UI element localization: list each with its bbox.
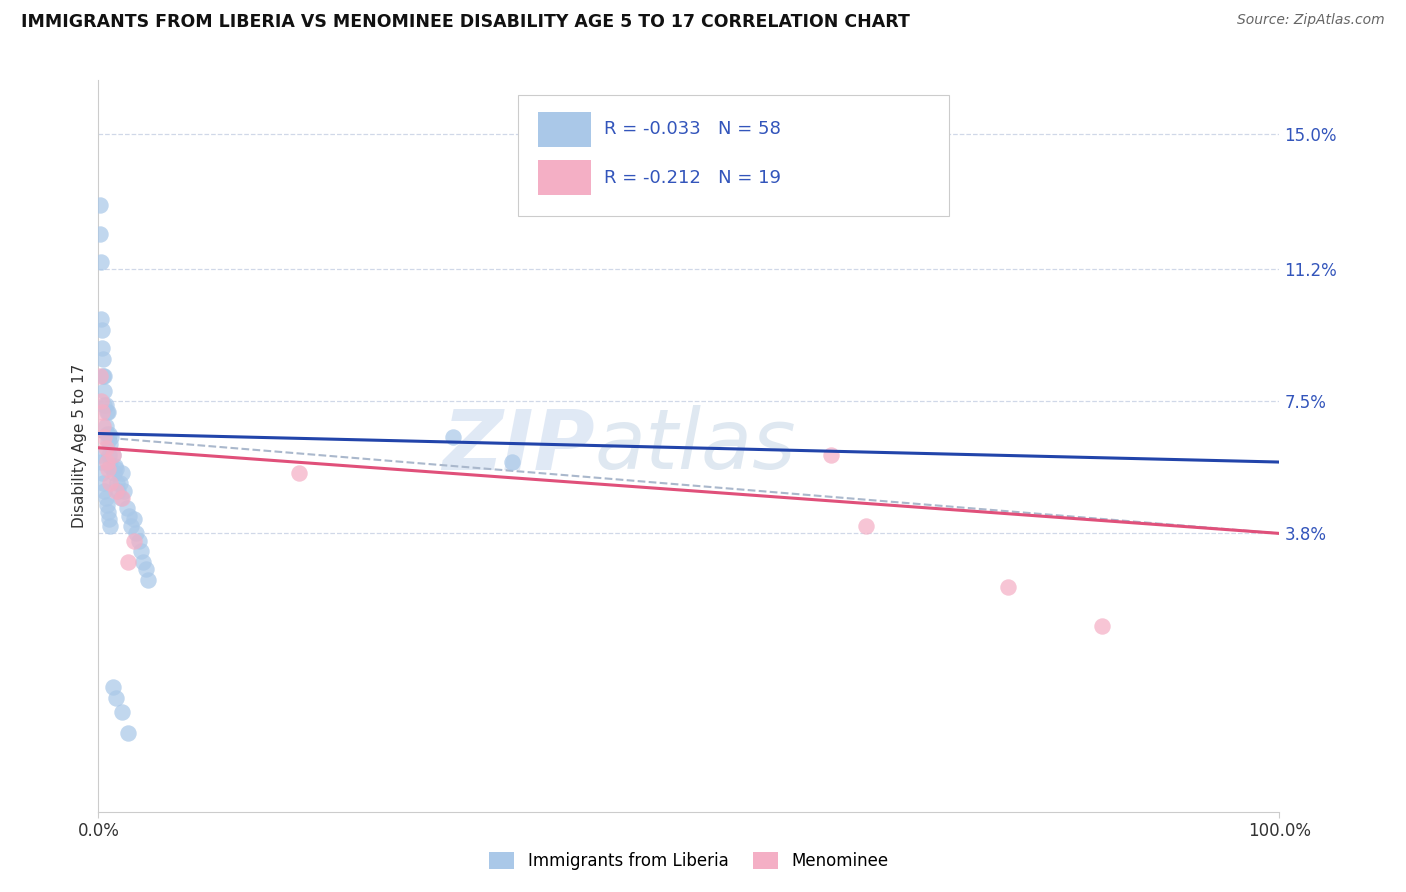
Point (91, 323, 114, 337)
Point (89, 198, 111, 212)
Point (117, 555, 139, 569)
Point (1091, 619, 1114, 633)
Point (98, 426, 121, 441)
Point (90, 312, 112, 326)
Point (136, 573, 159, 587)
Point (288, 466, 311, 480)
Point (105, 483, 128, 498)
Point (97, 505, 120, 519)
Point (122, 512, 145, 526)
Point (115, 501, 138, 516)
Point (96, 455, 118, 469)
Text: ZIP: ZIP (441, 406, 595, 486)
Point (89, 227, 111, 241)
Point (122, 533, 145, 548)
Point (93, 384, 115, 398)
Point (98, 458, 121, 473)
Point (107, 483, 129, 498)
Point (997, 580, 1019, 594)
Point (111, 491, 134, 505)
Text: Source: ZipAtlas.com: Source: ZipAtlas.com (1237, 13, 1385, 28)
Point (125, 526, 148, 541)
Point (91, 341, 114, 355)
Point (91, 476, 114, 491)
Point (101, 448, 124, 462)
Point (110, 491, 132, 505)
Point (90, 394, 112, 409)
FancyBboxPatch shape (517, 95, 949, 216)
Point (105, 690, 128, 705)
Point (98, 437, 121, 451)
Point (94, 419, 117, 434)
Point (101, 680, 124, 694)
Y-axis label: Disability Age 5 to 17: Disability Age 5 to 17 (72, 364, 87, 528)
Point (108, 476, 131, 491)
Point (96, 405, 118, 419)
Point (89, 369, 111, 384)
Point (104, 458, 127, 473)
Point (91, 466, 114, 480)
Point (98, 476, 121, 491)
Point (132, 555, 155, 569)
Point (118, 508, 141, 523)
Point (96, 426, 118, 441)
FancyBboxPatch shape (537, 112, 591, 147)
Point (129, 544, 152, 558)
Point (94, 441, 117, 455)
Point (441, 430, 464, 444)
Point (98, 448, 121, 462)
Legend: Immigrants from Liberia, Menominee: Immigrants from Liberia, Menominee (482, 845, 896, 877)
Point (820, 448, 842, 462)
Point (94, 491, 117, 505)
Text: atlas: atlas (595, 406, 796, 486)
Point (112, 483, 135, 498)
Point (111, 466, 134, 480)
Point (91, 419, 114, 434)
Point (105, 476, 128, 491)
Point (128, 533, 150, 548)
Point (90, 455, 112, 469)
Point (97, 434, 120, 448)
Point (121, 519, 143, 533)
Point (91, 351, 114, 366)
Point (855, 519, 877, 533)
Text: R = -0.212   N = 19: R = -0.212 N = 19 (605, 169, 780, 186)
Point (97, 462, 120, 476)
Point (93, 369, 115, 384)
Text: IMMIGRANTS FROM LIBERIA VS MENOMINEE DISABILITY AGE 5 TO 17 CORRELATION CHART: IMMIGRANTS FROM LIBERIA VS MENOMINEE DIS… (21, 13, 910, 31)
Point (98, 519, 121, 533)
Point (100, 430, 122, 444)
Point (91, 369, 114, 384)
Point (111, 705, 134, 719)
Point (89, 448, 111, 462)
Point (103, 466, 125, 480)
Point (105, 462, 128, 476)
Point (501, 455, 523, 469)
Point (117, 726, 139, 740)
Point (135, 562, 157, 576)
Text: R = -0.033   N = 58: R = -0.033 N = 58 (605, 120, 780, 138)
Point (101, 448, 124, 462)
Point (93, 430, 115, 444)
Point (90, 255, 112, 269)
Point (96, 498, 118, 512)
Point (93, 483, 115, 498)
Point (97, 405, 120, 419)
Point (91, 405, 114, 419)
FancyBboxPatch shape (537, 160, 591, 195)
Point (98, 512, 121, 526)
Point (93, 398, 115, 412)
Point (94, 398, 117, 412)
